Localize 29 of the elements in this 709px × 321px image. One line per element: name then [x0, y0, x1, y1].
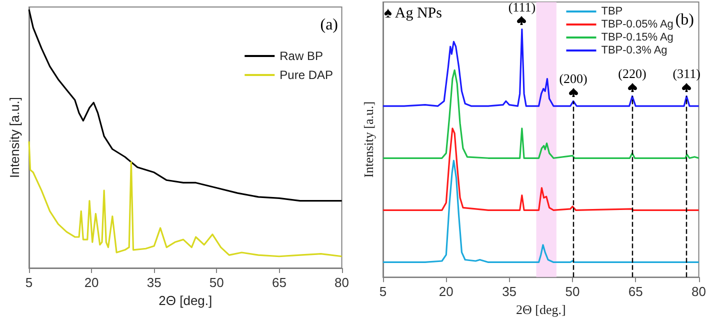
x-tick-label: 5 [25, 275, 33, 290]
x-tick-label: 5 [379, 284, 387, 300]
x-tick-label: 80 [692, 284, 706, 300]
x-axis-title: 2Θ [deg.] [516, 302, 566, 317]
x-tick-label: 50 [209, 275, 224, 290]
annotation: (220) [618, 66, 646, 82]
x-tick-label: 80 [334, 275, 350, 290]
legend-label: TBP-0.15% Ag [601, 32, 674, 44]
annotation: (200) [559, 71, 588, 86]
x-tick-label: 20 [84, 275, 99, 290]
legend-label: Pure DAP [280, 68, 334, 82]
legend-label: Raw BP [280, 49, 324, 63]
text: (b) [675, 12, 694, 28]
x-axis-title: 2Θ [deg.] [158, 292, 212, 308]
x-tick-label: 65 [628, 284, 643, 300]
annotation: (111) [508, 0, 536, 14]
x-tick-label: 50 [565, 284, 580, 300]
x-tick-label: 35 [502, 284, 517, 300]
annotation: (311) [672, 66, 700, 82]
y-axis-title: Intensity [a.u.] [361, 101, 376, 178]
annotation: (a) [320, 16, 338, 34]
text: ♠ Ag NPs [384, 6, 442, 22]
legend-label: TBP [601, 6, 623, 18]
x-tick-label: 35 [146, 275, 162, 290]
legend-label: TBP-0.3% Ag [601, 44, 668, 56]
x-tick-label: 20 [438, 284, 454, 300]
legend-label: TBP-0.05% Ag [601, 18, 674, 30]
y-axis-title: Intensity [a.u.] [7, 97, 22, 178]
x-tick-label: 65 [272, 275, 286, 290]
